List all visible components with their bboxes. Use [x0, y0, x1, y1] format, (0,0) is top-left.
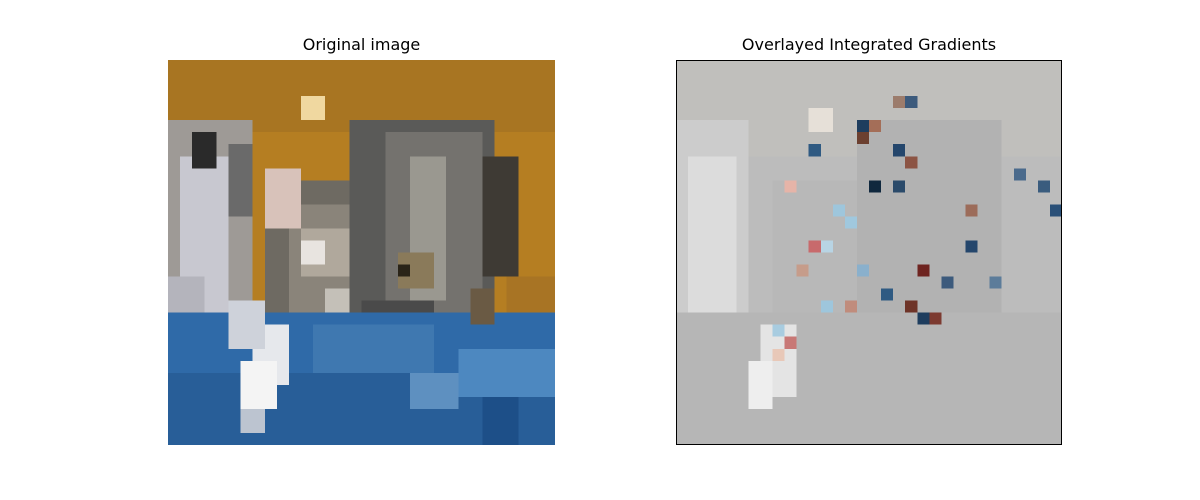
original-image-pixels: [168, 60, 555, 445]
original-image-title: Original image: [168, 35, 555, 54]
integrated-gradients-overlay: [676, 60, 1062, 445]
integrated-gradients-title: Overlayed Integrated Gradients: [676, 35, 1062, 54]
overlay-pixels: [676, 60, 1062, 445]
original-image: [168, 60, 555, 445]
